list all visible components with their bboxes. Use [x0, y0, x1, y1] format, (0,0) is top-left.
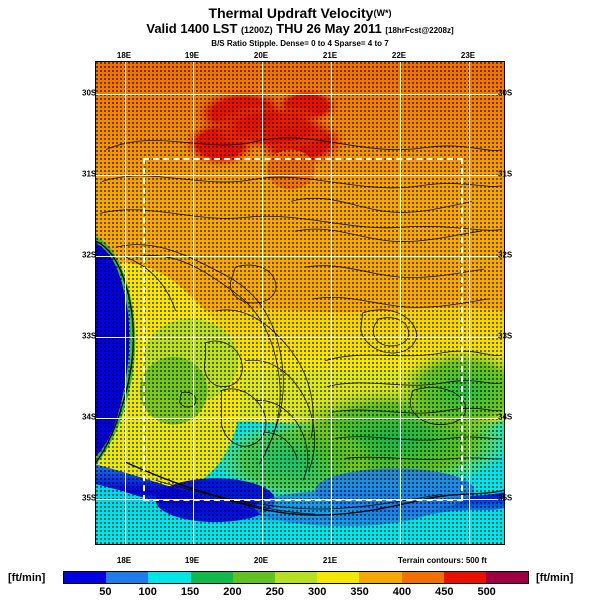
colorbar-swatch-8 — [401, 572, 444, 583]
gridline-lat-32s — [96, 256, 504, 257]
gridline-lon-21e — [331, 62, 332, 544]
lat-label-right-2: 32S — [498, 250, 513, 260]
colorbar-swatch-4 — [232, 572, 275, 583]
lon-label-top-1: 19E — [184, 51, 200, 60]
colorbar-tick-250: 250 — [265, 586, 284, 598]
gridline-lat-33s — [96, 337, 504, 338]
colorbar-swatch-2 — [148, 572, 191, 583]
colorbar-tick-50: 50 — [99, 586, 112, 598]
colorbar-tick-200: 200 — [223, 586, 242, 598]
gridline-lat-34s — [96, 418, 504, 419]
colorbar-swatch-0 — [64, 572, 107, 583]
gridline-lat-30s — [96, 94, 504, 95]
lon-label-bottom-0: 18E — [116, 556, 132, 565]
forecast-tag: [18hrFcst@2208z] — [385, 26, 454, 35]
page-title-text: Thermal Updraft Velocity — [208, 5, 374, 21]
lat-label-left-2: 32S — [82, 250, 97, 260]
gridline-lon-20e — [262, 62, 263, 544]
lat-label-right-3: 33S — [498, 331, 513, 341]
page-title-superscript: (W*) — [373, 8, 392, 18]
lon-label-bottom-3: 21E — [322, 556, 338, 565]
colorbar-tick-500: 500 — [477, 586, 496, 598]
lat-label-left-0: 30S — [82, 88, 97, 98]
colorbar-unit-right: [ft/min] — [536, 572, 574, 584]
gridline-lon-23e — [469, 62, 470, 544]
gridline-lon-18e — [125, 62, 126, 544]
lat-label-right-1: 31S — [498, 169, 513, 179]
colorbar-tick-350: 350 — [350, 586, 369, 598]
lat-label-right-0: 30S — [498, 88, 513, 98]
colorbar-swatch-5 — [274, 572, 318, 583]
lon-label-top-0: 18E — [116, 51, 132, 60]
lat-label-right-4: 34S — [498, 412, 513, 422]
lat-label-left-5: 35S — [82, 493, 97, 503]
terrain-contour-note: Terrain contours: 500 ft — [398, 556, 487, 565]
lat-label-left-1: 31S — [82, 169, 97, 179]
colorbar-swatches[interactable] — [63, 571, 529, 584]
lon-label-top-3: 21E — [322, 51, 338, 60]
thermal-updraft-map[interactable] — [95, 61, 505, 545]
lat-label-right-5: 35S — [498, 493, 513, 503]
gridline-lon-19e — [193, 62, 194, 544]
colorbar-swatch-6 — [317, 572, 360, 583]
lat-label-left-4: 34S — [82, 412, 97, 422]
lon-label-bottom-1: 19E — [184, 556, 200, 565]
colorbar-tick-400: 400 — [392, 586, 412, 598]
stipple-legend-note: B/S Ratio Stipple. Dense= 0 to 4 Sparse=… — [211, 39, 389, 48]
valid-time-line: Valid 1400 LST (1200Z) THU 26 May 2011 [… — [0, 21, 600, 38]
lat-label-left-3: 33S — [82, 331, 97, 341]
colorbar-swatch-9 — [443, 572, 486, 583]
colorbar-tick-100: 100 — [138, 586, 157, 598]
updraft-field — [96, 62, 504, 544]
colorbar-swatch-1 — [106, 572, 149, 583]
valid-local-time: Valid 1400 LST — [146, 21, 238, 36]
colorbar-tick-450: 450 — [435, 586, 454, 598]
colorbar-swatch-10 — [485, 572, 529, 583]
gridline-lat-35s — [96, 499, 504, 500]
colorbar-swatch-3 — [190, 572, 233, 583]
valid-zulu-time: (1200Z) — [241, 25, 273, 35]
lon-label-top-2: 20E — [253, 51, 269, 60]
colorbar-legend: [ft/min] [ft/min] 50 100 150 200 250 300 350 40… — [0, 566, 600, 600]
gridline-lat-31s — [96, 175, 504, 176]
colorbar-swatch-7 — [359, 572, 402, 583]
colorbar-tick-300: 300 — [307, 586, 327, 598]
valid-date: THU 26 May 2011 — [276, 21, 382, 36]
colorbar-tick-150: 150 — [180, 586, 200, 598]
lon-label-bottom-2: 20E — [253, 556, 269, 565]
lon-label-top-4: 22E — [391, 51, 407, 60]
gridline-lon-22e — [400, 62, 401, 544]
lon-label-top-5: 23E — [460, 51, 476, 60]
header-block: Thermal Updraft Velocity(W*) Valid 1400 … — [0, 6, 600, 50]
colorbar-unit-left: [ft/min] — [8, 572, 46, 584]
page-title: Thermal Updraft Velocity(W*) — [0, 6, 600, 21]
